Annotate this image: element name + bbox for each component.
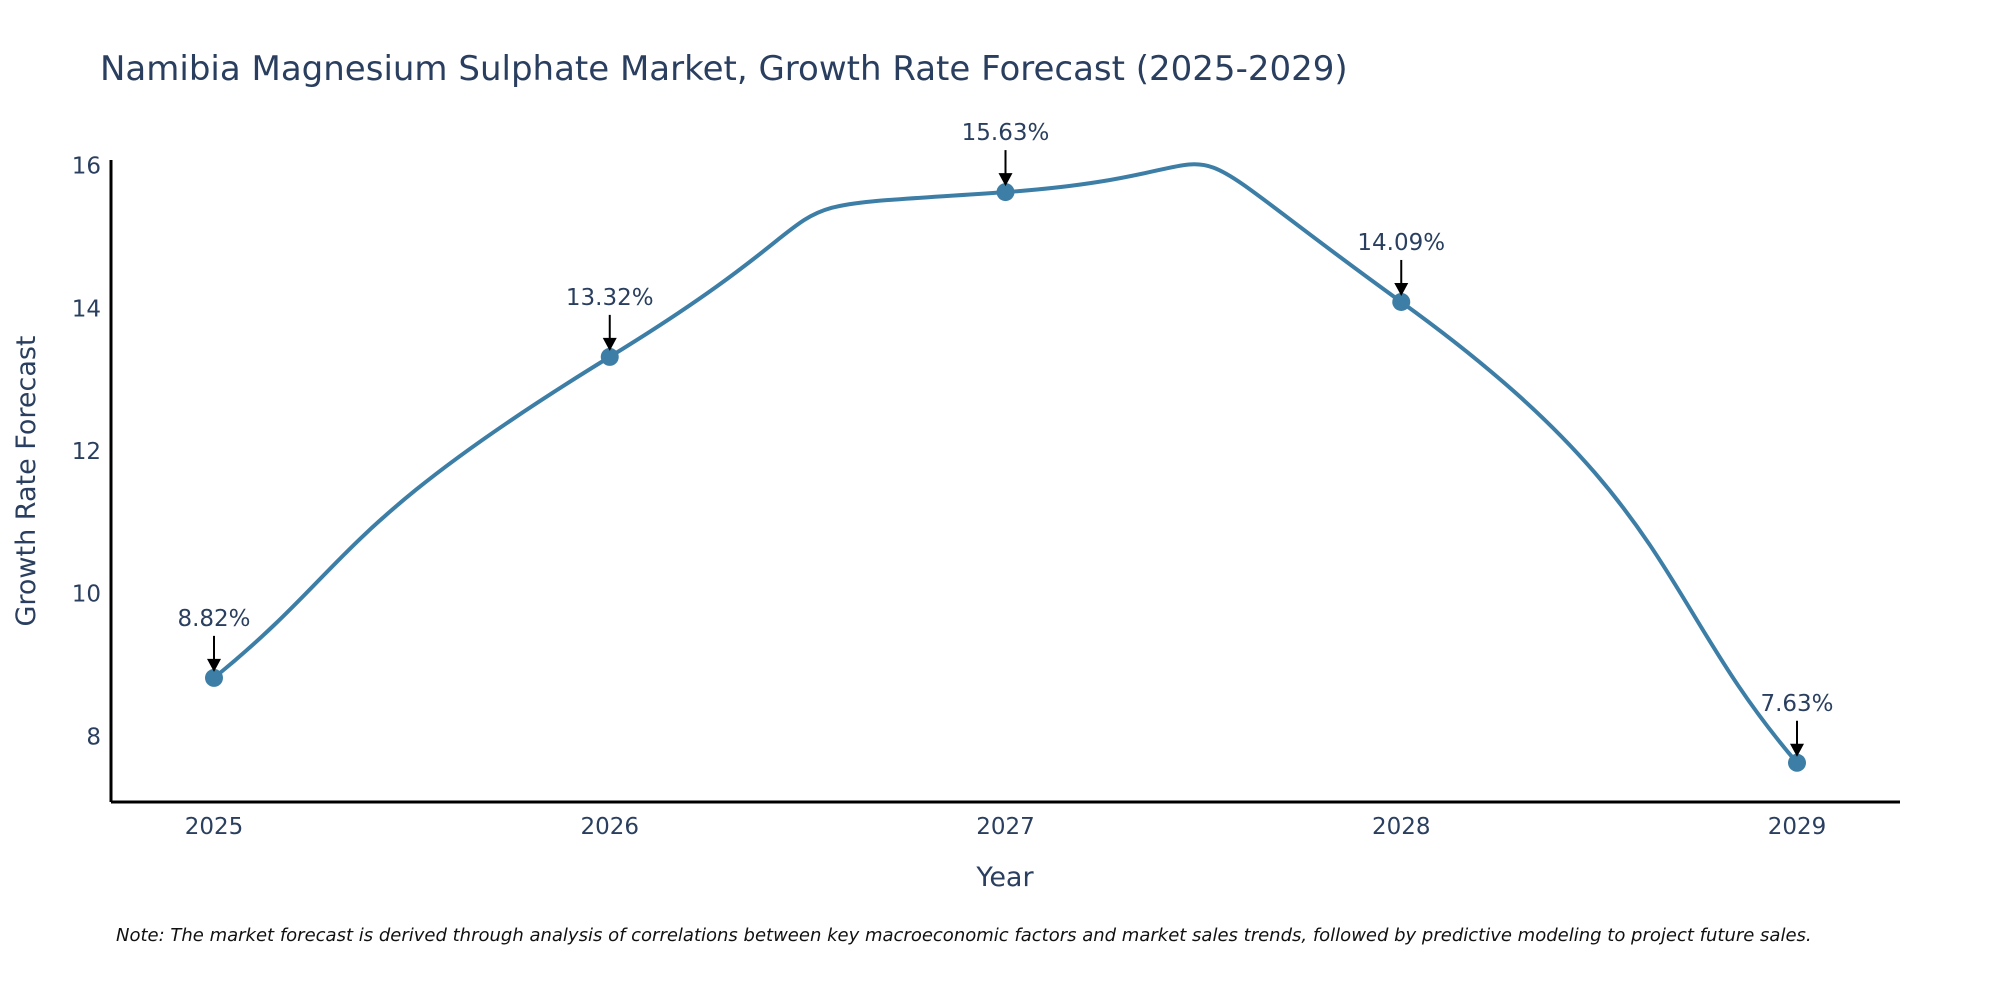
data-point (1788, 753, 1806, 772)
y-tick-label: 14 (72, 296, 101, 322)
data-point (996, 183, 1015, 202)
x-tick-label: 2029 (1768, 814, 1827, 840)
y-tick-label: 8 (86, 724, 101, 750)
annotation-arrow-head (998, 173, 1013, 187)
data-label: 13.32% (566, 285, 654, 311)
data-point (1392, 292, 1411, 311)
y-axis-title: Growth Rate Forecast (11, 335, 42, 626)
x-axis-ticks: 2025 2026 2027 2028 2029 (185, 814, 1827, 840)
annotation-arrow-head (602, 337, 617, 351)
data-label: 7.63% (1760, 691, 1833, 717)
x-tick-label: 2026 (580, 814, 639, 840)
annotation-layer: 8.82% 13.32% 15.63% 14.09% 7.63% (177, 120, 1834, 757)
chart-note: Note: The market forecast is derived thr… (116, 925, 1812, 946)
data-label: 14.09% (1357, 230, 1445, 256)
data-point (205, 668, 223, 687)
annotation-arrow-head (207, 658, 221, 672)
data-label: 8.82% (177, 606, 250, 632)
x-tick-label: 2027 (976, 814, 1035, 840)
data-label: 15.63% (962, 120, 1050, 146)
growth-rate-line (212, 162, 1799, 765)
x-tick-label: 2025 (185, 814, 244, 840)
series-layer (205, 162, 1806, 772)
x-axis-title: Year (975, 862, 1034, 893)
x-tick-label: 2028 (1372, 814, 1431, 840)
annotation-arrow-head (1394, 282, 1409, 296)
chart-title: Namibia Magnesium Sulphate Market, Growt… (100, 49, 1348, 89)
y-tick-label: 12 (72, 439, 101, 465)
y-axis-ticks: 8 10 12 14 16 (72, 154, 101, 751)
y-tick-label: 10 (72, 582, 101, 608)
y-tick-label: 16 (72, 154, 101, 180)
data-point (600, 347, 619, 366)
annotation-arrow-head (1790, 743, 1804, 757)
plot-area: 8.82% 13.32% 15.63% 14.09% 7.63% (109, 120, 1900, 804)
